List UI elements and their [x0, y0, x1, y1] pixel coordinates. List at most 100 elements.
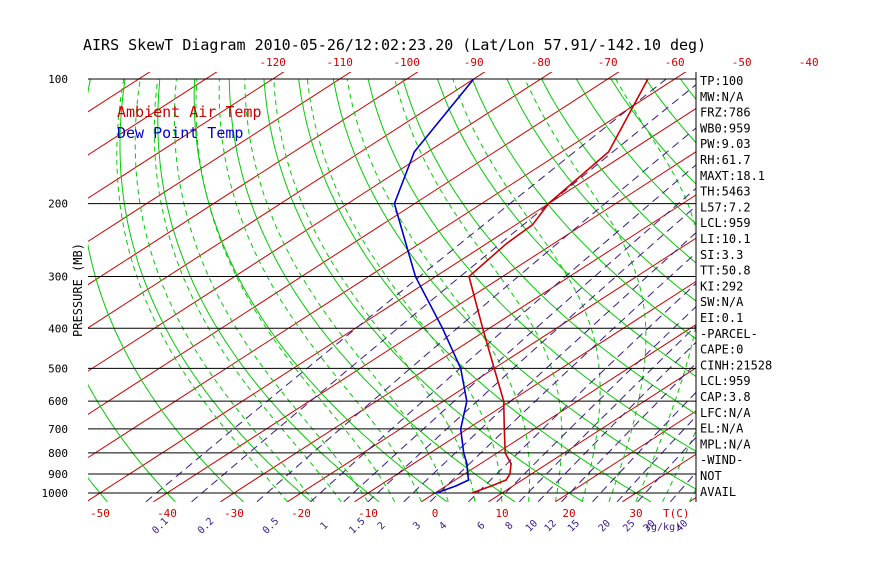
- profile-point: [468, 276, 470, 278]
- isotherm-line: [354, 70, 870, 502]
- mixing-ratio-line: [638, 79, 870, 502]
- profile-point: [506, 243, 508, 245]
- dry-adiabat-line: [646, 79, 870, 502]
- top-temperature-tick-label: -80: [531, 56, 551, 69]
- stability-index-entry: CAPE:0: [700, 343, 743, 357]
- stability-index-entry: LI:10.1: [700, 232, 751, 246]
- mixing-ratio-tick-label: 1: [318, 520, 330, 532]
- top-temperature-tick-label: -60: [665, 56, 685, 69]
- profile-point: [467, 473, 469, 475]
- profile-point: [503, 400, 505, 402]
- profile-point: [466, 463, 468, 465]
- mixing-ratio-tick-label: 15: [566, 518, 582, 534]
- mixing-ratio-tick-label: 12: [543, 518, 559, 534]
- mixing-ratio-line: [404, 79, 870, 502]
- stability-index-entry: FRZ:786: [700, 106, 751, 120]
- mixing-ratio-tick-label: 0.2: [196, 516, 217, 537]
- moist-adiabat-line: [196, 79, 395, 502]
- mixing-ratio-tick-label: 20: [597, 518, 613, 534]
- profile-point: [460, 368, 462, 370]
- profile-lines: [394, 78, 649, 494]
- isotherm-line: [0, 70, 19, 502]
- bottom-temperature-tick-label: -30: [224, 507, 244, 520]
- moist-adiabat-line: [135, 79, 314, 502]
- mixing-ratio-line: [257, 79, 756, 502]
- stability-index-entry: KI:292: [700, 279, 743, 293]
- profile-point: [460, 428, 462, 430]
- stability-index-entry: CINH:21528: [700, 358, 772, 372]
- profile-point: [608, 151, 610, 153]
- profile-point: [504, 452, 506, 454]
- profile-point: [436, 492, 438, 494]
- dry-adiabat-line: [854, 79, 870, 502]
- isotherm-line: [756, 70, 870, 502]
- bottom-temperature-tick-label: 10: [495, 507, 508, 520]
- profile-point: [414, 151, 416, 153]
- moist-adiabat-line: [347, 79, 529, 502]
- bottom-temperature-tick-label: -50: [90, 507, 110, 520]
- stability-index-entry: LCL:959: [700, 374, 751, 388]
- stability-index-entry: EL:N/A: [700, 422, 744, 436]
- profile-point: [548, 203, 550, 205]
- profile-point: [493, 368, 495, 370]
- isotherm-line: [488, 70, 870, 502]
- top-temperature-tick-label: -100: [393, 56, 420, 69]
- profile-point: [471, 492, 473, 494]
- profile-point: [482, 328, 484, 330]
- bottom-temperature-tick-label: 30: [629, 507, 642, 520]
- mixing-ratio-line: [497, 79, 870, 502]
- dry-adiabat-line: [819, 79, 870, 502]
- chart-title: AIRS SkewT Diagram 2010-05-26/12:02:23.2…: [83, 36, 706, 54]
- mixing-ratio-line: [146, 79, 666, 502]
- bottom-temperature-tick-label: -20: [291, 507, 311, 520]
- pressure-tick-label: 300: [48, 271, 68, 284]
- pressure-tick-label: 200: [48, 198, 68, 211]
- isotherm-line: [823, 70, 870, 502]
- profile-point: [647, 78, 649, 80]
- pressure-tick-label: 700: [48, 423, 68, 436]
- moist-adiabat-line: [174, 79, 367, 502]
- dry-adiabat-line: [472, 79, 870, 502]
- mixing-ratio-tick-label: 4: [437, 520, 449, 532]
- stability-index-entry: L57:7.2: [700, 200, 751, 214]
- profile-point: [473, 78, 475, 80]
- pressure-tick-label: 400: [48, 322, 68, 335]
- stability-index-entry: SW:N/A: [700, 295, 744, 309]
- temperature-unit-label: T(C): [663, 507, 690, 520]
- stability-index-entry: MPL:N/A: [700, 437, 751, 451]
- profile-point: [510, 463, 512, 465]
- bottom-temperature-tick-label: 0: [432, 507, 439, 520]
- y-axis-label: PRESSURE (MB): [71, 243, 85, 337]
- profile-point: [442, 328, 444, 330]
- mixing-ratio-line: [469, 79, 870, 502]
- dry-adiabat-line: [158, 79, 379, 502]
- stability-index-entry: LFC:N/A: [700, 406, 751, 420]
- stability-index-entry: MAXT:18.1: [700, 169, 765, 183]
- stability-index-entry: -WIND-: [700, 453, 743, 467]
- profile-point: [532, 224, 534, 226]
- pressure-tick-label: 900: [48, 468, 68, 481]
- top-temperature-tick-label: -40: [799, 56, 819, 69]
- dewpoint-profile-line: [394, 79, 473, 493]
- dry-adiabat-line: [81, 79, 244, 502]
- pressure-tick-label: 800: [48, 447, 68, 460]
- mixing-ratio-unit-label: (g/kg): [645, 522, 681, 533]
- dry-adiabat-line: [194, 79, 447, 502]
- stability-index-entry: TP:100: [700, 74, 743, 88]
- top-temperature-tick-label: -50: [732, 56, 752, 69]
- mixing-ratio-tick-label: 8: [504, 520, 516, 532]
- pressure-tick-label: 100: [48, 73, 68, 86]
- moist-adiabat-line: [117, 79, 288, 502]
- profile-point: [463, 452, 465, 454]
- profile-point: [466, 400, 468, 402]
- pressure-tick-label: 1000: [42, 487, 69, 500]
- stability-index-entry: MW:N/A: [700, 90, 744, 104]
- dry-adiabat-line: [0, 79, 107, 502]
- profile-point: [509, 473, 511, 475]
- stability-index-entry: PW:9.03: [700, 137, 751, 151]
- profile-point: [504, 428, 506, 430]
- stability-index-entry: SI:3.3: [700, 248, 743, 262]
- top-temperature-tick-label: -90: [464, 56, 484, 69]
- dry-adiabat-line: [785, 79, 870, 502]
